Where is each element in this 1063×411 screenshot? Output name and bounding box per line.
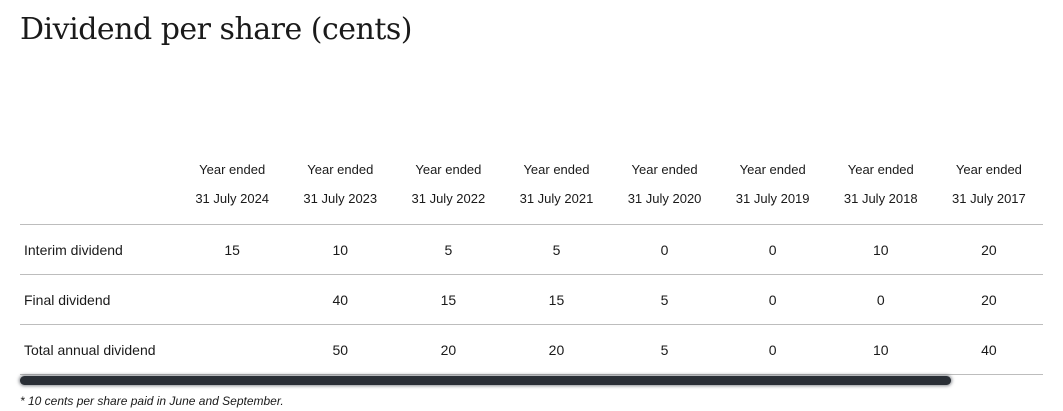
- column-header-line1: Year ended: [847, 162, 914, 177]
- table-cell: 50: [286, 324, 395, 375]
- table-cell: 0: [718, 324, 827, 375]
- column-header-date: 31 July 2023: [303, 191, 378, 206]
- table-cell: 0: [826, 274, 935, 325]
- column-header-date: 31 July 2020: [627, 191, 702, 206]
- table-cell: 20: [394, 324, 503, 375]
- table-row-total-annual-dividend: Total annual dividend 50 20 20 5 0 10 40: [20, 324, 1043, 375]
- table-cell: 40: [934, 324, 1043, 375]
- table-cell: 0: [718, 224, 827, 275]
- scrollbar-thumb[interactable]: [20, 376, 951, 385]
- column-header: Year ended 31 July 2024: [178, 152, 287, 225]
- table-body: Interim dividend 15 10 5 5 0 0 10 20 Fin…: [20, 224, 1043, 375]
- column-header-line1: Year ended: [631, 162, 698, 177]
- header-row: Year ended 31 July 2024 Year ended 31 July…: [20, 152, 1043, 225]
- column-header-date: 31 July 2022: [411, 191, 486, 206]
- table-cell: 20: [502, 324, 611, 375]
- table-cell: 15: [394, 274, 503, 325]
- table-cell: 15: [502, 274, 611, 325]
- table-cell: 15: [178, 224, 287, 275]
- table-cell: 20: [934, 274, 1043, 325]
- column-header-line1: Year ended: [415, 162, 482, 177]
- table-cell: 10: [826, 224, 935, 275]
- table-cell: 0: [718, 274, 827, 325]
- column-header: Year ended 31 July 2017: [934, 152, 1043, 225]
- dividend-table-container: Year ended 31 July 2024 Year ended 31 July…: [20, 152, 1043, 375]
- footnote: * 10 cents per share paid in June and Se…: [20, 394, 284, 408]
- row-label: Total annual dividend: [20, 324, 179, 375]
- column-header-line1: Year ended: [955, 162, 1022, 177]
- column-header: Year ended 31 July 2018: [826, 152, 935, 225]
- table-cell: 5: [502, 224, 611, 275]
- table-row-interim-dividend: Interim dividend 15 10 5 5 0 0 10 20: [20, 224, 1043, 275]
- row-label: Interim dividend: [20, 224, 179, 275]
- column-header-date: 31 July 2017: [952, 191, 1026, 206]
- column-header-line1: Year ended: [307, 162, 374, 177]
- column-header: Year ended 31 July 2023: [286, 152, 395, 225]
- column-header: Year ended 31 July 2020: [610, 152, 719, 225]
- table-cell: [178, 324, 287, 375]
- column-header-date: 31 July 2024: [195, 191, 270, 206]
- row-label: Final dividend: [20, 274, 179, 325]
- dividend-table: Year ended 31 July 2024 Year ended 31 July…: [20, 152, 1043, 375]
- table-cell: 10: [286, 224, 395, 275]
- table-cell: 5: [610, 274, 719, 325]
- column-header-date: 31 July 2021: [519, 191, 594, 206]
- table-cell: 20: [934, 224, 1043, 275]
- table-cell: 5: [394, 224, 503, 275]
- column-header: Year ended 31 July 2022: [394, 152, 503, 225]
- table-cell: 40: [286, 274, 395, 325]
- column-header-date: 31 July 2019: [735, 191, 810, 206]
- header-label-cell: [20, 152, 179, 225]
- table-header: Year ended 31 July 2024 Year ended 31 July…: [20, 152, 1043, 225]
- column-header-date: 31 July 2018: [843, 191, 918, 206]
- column-header-line1: Year ended: [199, 162, 266, 177]
- column-header: Year ended 31 July 2019: [718, 152, 827, 225]
- table-cell: 0: [610, 224, 719, 275]
- horizontal-scrollbar[interactable]: [20, 374, 1043, 388]
- table-cell: [178, 274, 287, 325]
- column-header: Year ended 31 July 2021: [502, 152, 611, 225]
- table-cell: 5: [610, 324, 719, 375]
- table-row-final-dividend: Final dividend 40 15 15 5 0 0 20: [20, 274, 1043, 325]
- table-cell: 10: [826, 324, 935, 375]
- page-title: Dividend per share (cents): [20, 12, 413, 47]
- column-header-line1: Year ended: [739, 162, 806, 177]
- column-header-line1: Year ended: [523, 162, 590, 177]
